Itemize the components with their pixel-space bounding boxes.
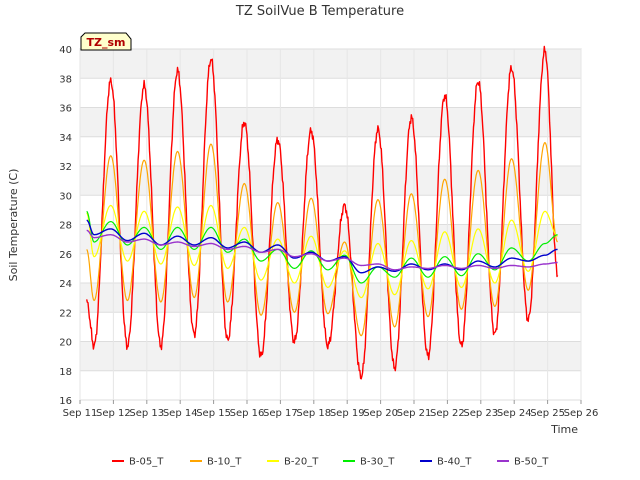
x-tick-label: Sep 13 [129,408,164,419]
x-tick-label: Sep 25 [530,408,565,419]
x-tick-label: Sep 26 [564,408,599,419]
series-line-b-10-t [86,142,559,337]
y-tick-label: 26 [59,250,72,261]
x-tick-label: Sep 11 [63,408,98,419]
site-badge: TZ_sm [80,32,132,51]
x-tick-label: Sep 22 [430,408,465,419]
x-tick-label: Sep 23 [463,408,498,419]
x-tick-label: Sep 17 [263,408,298,419]
y-tick-label: 30 [59,191,72,202]
series-line-b-30-t [86,210,558,284]
y-tick-label: 16 [59,396,72,407]
series-layer [86,45,559,380]
legend-item: B-40_T [420,457,472,468]
y-tick-label: 38 [59,74,72,85]
y-tick-label: 28 [59,221,72,232]
site-badge-label: TZ_sm [87,36,126,49]
y-tick-label: 22 [59,308,72,319]
grid-band [80,224,581,254]
x-tick-label: Sep 24 [497,408,532,419]
legend-label: B-05_T [129,457,164,468]
series-line-b-20-t [86,204,558,299]
x-tick-label: Sep 19 [330,408,365,419]
x-tick-label: Sep 18 [296,408,331,419]
y-tick-label: 18 [59,367,72,378]
legend-item: B-10_T [190,457,242,468]
y-axis-ticks: 16 18 20 22 24 26 28 30 32 34 36 38 40 [59,45,72,407]
x-axis-label: Time [550,423,578,436]
grid-band [80,341,581,371]
grid-lines [79,48,582,401]
legend-label: B-30_T [360,457,395,468]
grid-band [80,107,581,137]
legend-label: B-20_T [284,457,319,468]
grid-band [80,49,581,79]
y-tick-label: 34 [59,133,72,144]
legend-label: B-50_T [514,457,549,468]
legend-item: B-50_T [497,457,549,468]
grid-bands [80,49,581,371]
y-tick-label: 36 [59,104,72,115]
x-tick-label: Sep 12 [96,408,131,419]
y-axis-label: Soil Temperature (C) [7,169,20,282]
y-tick-label: 32 [59,162,72,173]
legend-label: B-40_T [437,457,472,468]
legend-item: B-20_T [267,457,319,468]
y-tick-label: 40 [59,45,72,56]
legend: B-05_T B-10_T B-20_T B-30_T B-40_T B-50_T [112,457,549,468]
legend-label: B-10_T [207,457,242,468]
x-tick-label: Sep 20 [363,408,398,419]
y-tick-label: 20 [59,338,72,349]
chart-title: TZ SoilVue B Temperature [235,4,404,19]
x-tick-label: Sep 16 [230,408,265,419]
x-tick-label: Sep 14 [163,408,198,419]
grid-band [80,166,581,196]
x-tick-label: Sep 15 [196,408,231,419]
x-tick-label: Sep 21 [397,408,432,419]
y-tick-label: 24 [59,279,72,290]
series-line-b-50-t [86,229,558,271]
legend-item: B-30_T [343,457,395,468]
legend-item: B-05_T [112,457,164,468]
